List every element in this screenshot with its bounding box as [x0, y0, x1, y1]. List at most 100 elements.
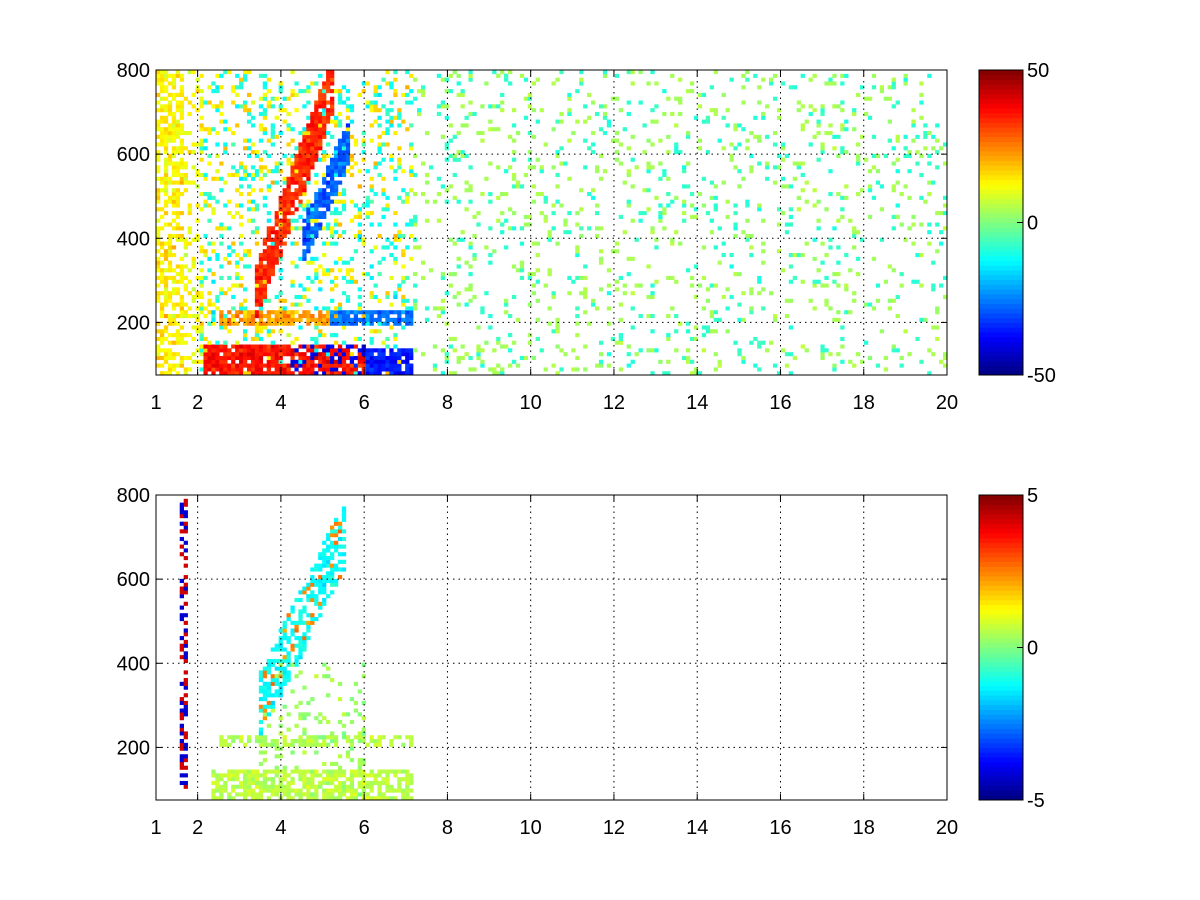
heatmap-cell: [330, 230, 335, 235]
heatmap-cell: [310, 336, 315, 341]
heatmap-cell: [278, 639, 283, 644]
heatmap-cell: [175, 165, 181, 170]
heatmap-cell: [223, 788, 228, 793]
heatmap-cell: [330, 780, 335, 786]
heatmap-cell: [223, 119, 228, 124]
heatmap-cell: [341, 792, 347, 797]
heatmap-cell: [436, 111, 442, 117]
heatmap-cell: [322, 559, 327, 564]
heatmap-cell: [302, 344, 307, 349]
heatmap-cell: [282, 773, 287, 778]
heatmap-cell: [266, 742, 271, 747]
heatmap-cell: [349, 792, 355, 797]
heatmap-cell: [326, 317, 331, 322]
heatmap-cell: [337, 769, 343, 774]
heatmap-cell: [282, 233, 287, 239]
heatmap-cell: [282, 620, 287, 625]
heatmap-cell: [575, 314, 580, 319]
heatmap-cell: [856, 230, 861, 235]
heatmap-cell: [575, 211, 580, 216]
heatmap-cell: [563, 352, 568, 357]
heatmap-cell: [262, 735, 268, 740]
heatmap-cell: [203, 363, 208, 368]
heatmap-cell: [393, 363, 398, 368]
heatmap-cell: [262, 670, 268, 675]
heatmap-cell: [721, 253, 726, 258]
colorbar-swatch: [979, 274, 1023, 281]
heatmap-cell: [262, 742, 268, 747]
heatmap-cell: [179, 502, 184, 507]
colorbar-swatch: [979, 795, 1023, 801]
heatmap-cell: [254, 283, 260, 288]
heatmap-cell: [357, 184, 362, 189]
heatmap-cell: [859, 237, 865, 242]
heatmap-cell: [199, 249, 204, 254]
heatmap-cell: [262, 371, 268, 376]
heatmap-cell: [243, 165, 248, 170]
heatmap-cell: [183, 283, 188, 288]
heatmap-cell: [171, 253, 177, 258]
heatmap-cell: [266, 264, 271, 269]
heatmap-cell: [179, 111, 184, 117]
heatmap-cell: [179, 529, 184, 534]
heatmap-cell: [349, 697, 355, 702]
heatmap-cell: [436, 218, 442, 223]
heatmap-cell: [294, 620, 299, 625]
heatmap-cell: [183, 371, 188, 376]
heatmap-cell: [314, 735, 319, 740]
heatmap-cell: [527, 214, 533, 219]
heatmap-cell: [852, 363, 857, 368]
heatmap-cell: [523, 355, 529, 361]
heatmap-cell: [187, 203, 192, 208]
heatmap-cell: [713, 329, 718, 334]
heatmap-cell: [235, 211, 240, 216]
heatmap-cell: [883, 96, 888, 101]
heatmap-cell: [322, 127, 327, 132]
heatmap-cell: [278, 169, 283, 174]
heatmap-cell: [721, 146, 726, 151]
heatmap-cell: [282, 792, 287, 797]
heatmap-cell: [780, 184, 786, 189]
heatmap-cell: [306, 298, 311, 303]
heatmap-cell: [306, 89, 311, 94]
heatmap-cell: [318, 199, 323, 204]
colorbar-swatch: [979, 623, 1023, 629]
heatmap-cell: [610, 96, 616, 101]
heatmap-cell: [302, 192, 307, 197]
heatmap-cell: [298, 773, 303, 778]
heatmap-cell: [911, 138, 916, 143]
heatmap-cell: [551, 329, 556, 334]
heatmap-cell: [171, 169, 177, 174]
heatmap-cell: [318, 127, 323, 132]
heatmap-cell: [452, 70, 457, 75]
heatmap-cell: [389, 108, 394, 113]
heatmap-cell: [326, 169, 331, 174]
heatmap-cell: [235, 188, 240, 193]
heatmap-cell: [310, 211, 315, 216]
heatmap-cell: [302, 773, 307, 778]
heatmap-cell: [290, 199, 295, 204]
heatmap-cell: [444, 352, 449, 357]
heatmap-cell: [278, 780, 283, 786]
colorbar-swatch: [979, 614, 1023, 620]
heatmap-cell: [927, 153, 932, 158]
heatmap-cell: [349, 796, 355, 801]
heatmap-cell: [361, 344, 366, 349]
heatmap-cell: [302, 294, 307, 300]
heatmap-cell: [302, 731, 307, 736]
heatmap-cell: [832, 73, 837, 78]
heatmap-cell: [298, 647, 303, 652]
heatmap-cell: [310, 314, 315, 319]
heatmap-cell: [472, 233, 477, 239]
heatmap-cell: [341, 157, 347, 162]
heatmap-cell: [306, 348, 311, 353]
heatmap-cell: [163, 302, 169, 307]
heatmap-cell: [373, 742, 378, 747]
heatmap-cell: [314, 233, 319, 239]
heatmap-cell: [808, 298, 813, 303]
heatmap-cell: [282, 765, 287, 770]
heatmap-cell: [401, 275, 406, 280]
heatmap-cell: [250, 165, 256, 170]
heatmap-cell: [258, 253, 264, 258]
heatmap-cell: [243, 298, 248, 303]
